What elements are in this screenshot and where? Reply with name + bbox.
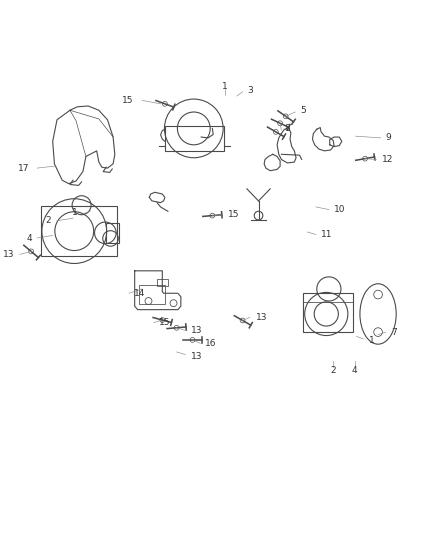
Text: 15: 15 <box>159 318 170 327</box>
Text: 9: 9 <box>385 133 391 142</box>
Text: 17: 17 <box>18 164 30 173</box>
Text: 1: 1 <box>368 336 374 345</box>
Text: 5: 5 <box>300 106 305 115</box>
Text: 2: 2 <box>330 366 335 375</box>
Text: 8: 8 <box>284 124 290 133</box>
Bar <box>157 279 167 286</box>
Bar <box>106 223 119 243</box>
Text: 4: 4 <box>26 233 32 243</box>
Text: 13: 13 <box>255 313 266 322</box>
Text: 12: 12 <box>381 155 392 164</box>
Text: 3: 3 <box>247 86 253 95</box>
Text: 2: 2 <box>46 216 51 225</box>
Text: 15: 15 <box>228 210 239 219</box>
Text: 13: 13 <box>3 250 15 259</box>
Text: 11: 11 <box>320 230 332 239</box>
Bar <box>165 126 223 151</box>
Text: 1: 1 <box>71 208 77 216</box>
Text: 7: 7 <box>390 328 396 337</box>
Text: 1: 1 <box>222 82 228 91</box>
Bar <box>302 293 352 332</box>
Text: 13: 13 <box>191 352 202 361</box>
Text: 14: 14 <box>134 289 145 298</box>
Text: 4: 4 <box>351 366 357 375</box>
Text: 10: 10 <box>333 205 345 214</box>
Text: 15: 15 <box>122 96 133 105</box>
Text: 16: 16 <box>205 339 216 348</box>
Text: 13: 13 <box>191 326 202 335</box>
Bar <box>139 285 165 304</box>
Bar <box>41 206 117 256</box>
